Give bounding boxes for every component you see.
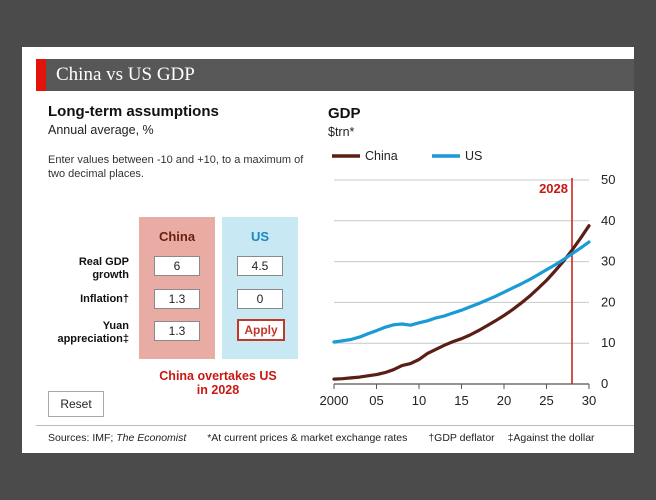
sources-note: Sources: IMF; The Economist [48,432,186,444]
reset-button[interactable]: Reset [48,391,104,417]
x-tick-label: 05 [369,393,383,408]
chart-axes: 0 10 20 30 40 50 2000 05 10 15 20 25 30 [320,172,616,408]
footer-notes: Sources: IMF; The Economist *At current … [48,432,595,444]
footer-divider [36,425,634,426]
footnote-deflator: †GDP deflator [428,432,495,444]
chart-series [332,224,591,381]
x-tick-label: 10 [412,393,426,408]
page-title: China vs US GDP [56,64,195,85]
x-tick-label: 30 [582,393,596,408]
legend-label-us: US [465,149,482,163]
assumptions-subtitle: Annual average, % [48,123,154,137]
row-label-yuan: Yuan appreciation‡ [29,320,129,346]
assumptions-title: Long-term assumptions [48,103,219,120]
chart-title: GDP [328,105,361,122]
chart-grid [334,179,589,385]
marker-label: 2028 [539,181,568,196]
instructions-text: Enter values between -10 and +10, to a m… [48,154,304,180]
y-tick-label: 50 [601,172,615,187]
y-tick-label: 40 [601,213,615,228]
y-tick-label: 30 [601,254,615,269]
overtake-result-line: China overtakes US [159,369,277,383]
title-bar: China vs US GDP [36,59,634,91]
x-tick-label: 20 [497,393,511,408]
us-column: US 4.5 0 Apply [222,217,298,359]
apply-button[interactable]: Apply [237,319,285,341]
us-gdp-growth-input[interactable]: 4.5 [237,256,283,276]
china-inflation-input[interactable]: 1.3 [154,289,200,309]
sources-publication: The Economist [116,432,187,444]
interactive-card: China vs US GDP Long-term assumptions An… [22,47,634,453]
chart-ylabel: $trn* [328,125,355,139]
y-tick-label: 0 [601,376,608,391]
china-yuan-appreciation-input[interactable]: 1.3 [154,321,200,341]
sources-prefix: Sources: IMF; [48,432,117,444]
x-tick-label: 25 [539,393,553,408]
title-accent [36,59,46,91]
footnote-dollar: ‡Against the dollar [507,432,595,444]
footnote-prices: *At current prices & market exchange rat… [207,432,408,444]
gdp-chart: 2028 0 10 20 30 40 50 2000 05 10 15 20 25 30 GDP $tr… [320,105,616,408]
x-tick-label: 2000 [320,393,349,408]
series-line-us [332,240,591,344]
row-label-gdp-growth: Real GDP growth [29,256,129,282]
series-line-china [332,224,591,381]
us-inflation-input[interactable]: 0 [237,289,283,309]
row-label-line: Yuan [102,320,129,332]
row-label-line: growth [92,269,129,281]
china-column: China 6 1.3 1.3 [139,217,215,359]
overtake-result: China overtakes US in 2028 [132,369,304,397]
row-label-line: Inflation† [80,293,129,305]
legend-label-china: China [365,149,398,163]
china-column-header: China [158,229,196,244]
row-label-line: Real GDP [78,256,129,268]
chart-legend: China US [332,149,482,163]
us-column-header: US [250,229,270,244]
row-label-inflation: Inflation† [29,293,129,306]
y-tick-label: 20 [601,294,615,309]
y-tick-label: 10 [601,335,615,350]
overtake-result-line: in 2028 [196,383,240,397]
x-tick-label: 15 [454,393,468,408]
row-label-line: appreciation‡ [57,333,129,345]
china-gdp-growth-input[interactable]: 6 [154,256,200,276]
year-marker: 2028 [539,178,573,384]
